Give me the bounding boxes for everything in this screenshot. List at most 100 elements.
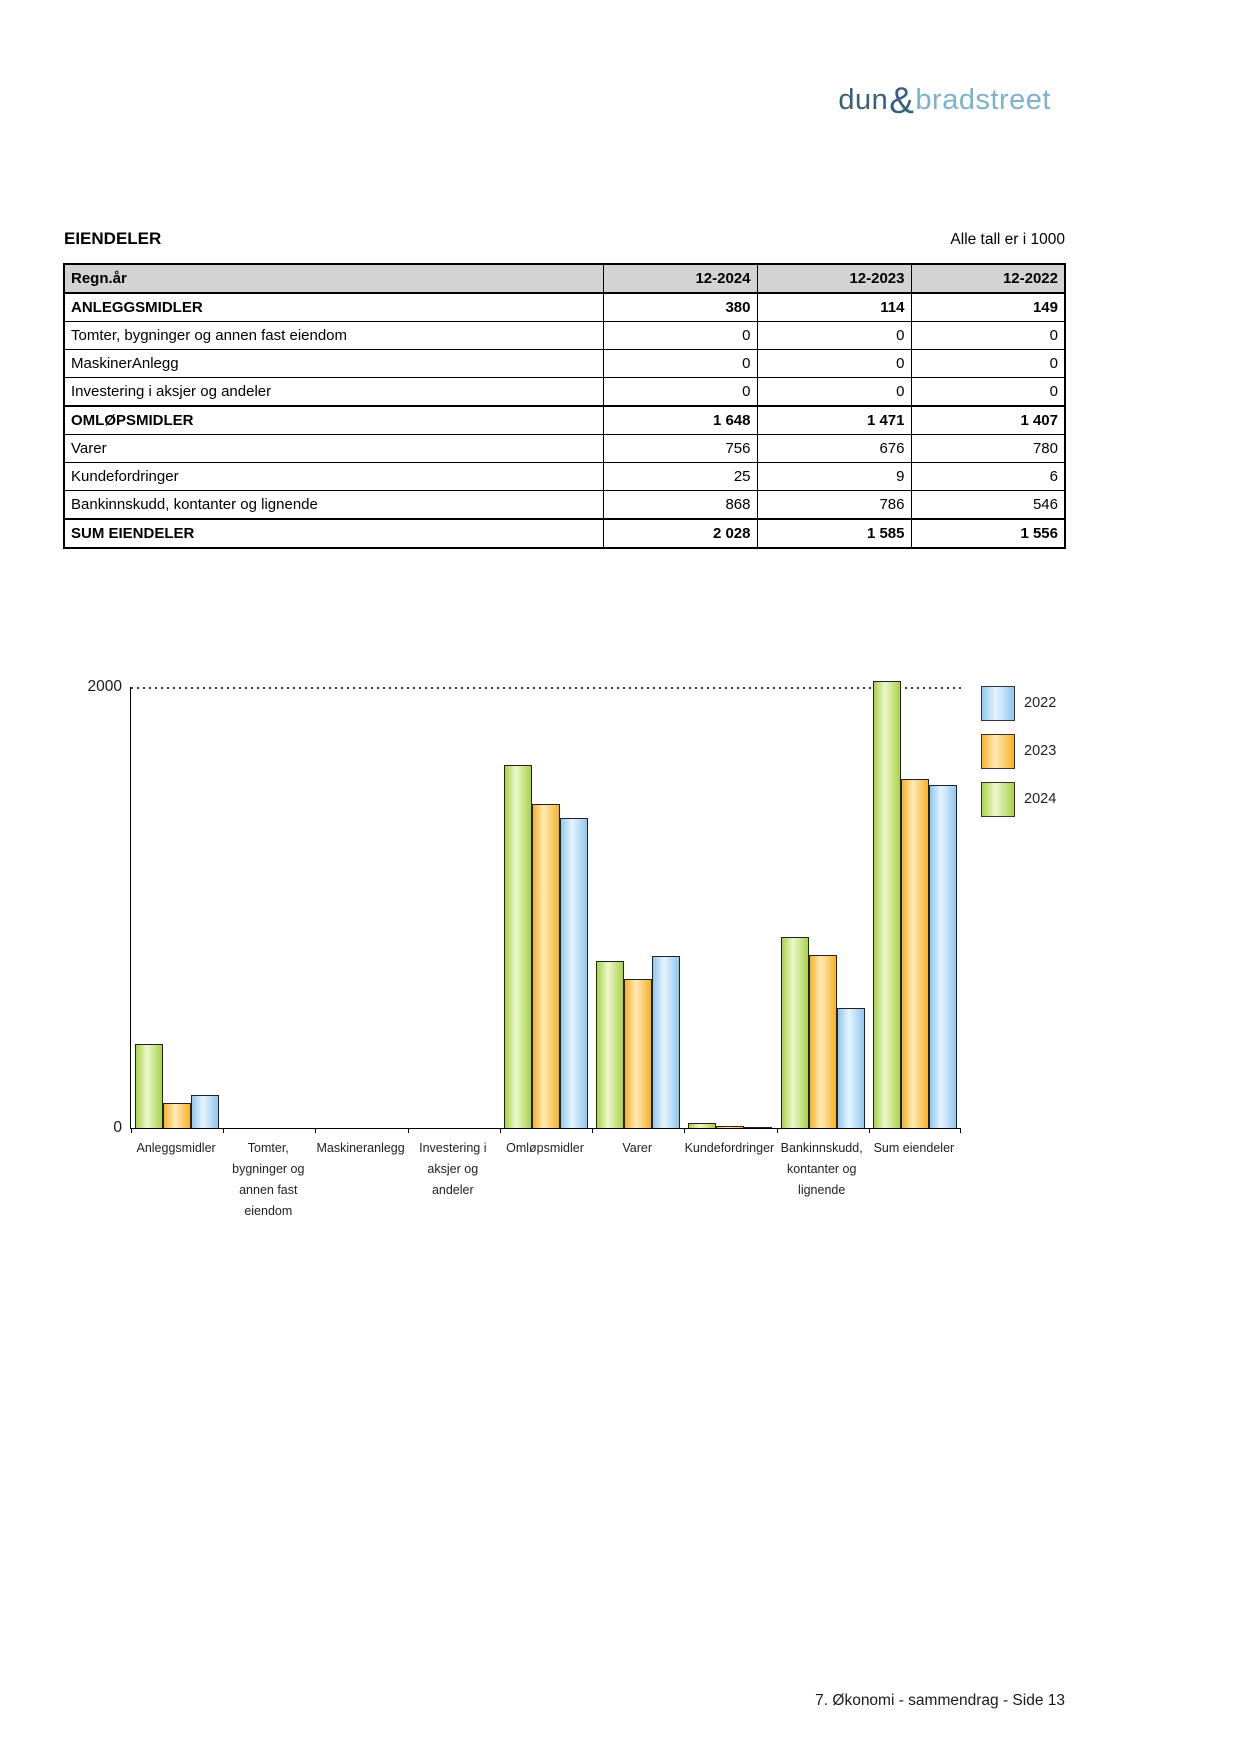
value-cell: 25 [602,462,758,491]
x-axis-label-line: Investering i [419,1141,487,1155]
x-axis-label: Investering i aksjer og andeler [383,1138,523,1201]
y-axis-label: 0 [113,1119,122,1136]
bar-2022-8 [928,784,957,1128]
bar-2023-6 [716,1126,745,1128]
value-cell: 6 [910,462,1066,491]
assets-bar-chart: 2000 0 Anleggsmidler Tomter, bygninger og ann… [0,600,1241,1260]
value-cell: 114 [756,292,912,322]
assets-table: Regn.år 12-2024 12-2023 12-2022 ANLEGGSMIDL… [63,263,1066,549]
units-note: Alle tall er i 1000 [950,231,1065,248]
x-axis-tick [223,1128,225,1133]
plot-area [130,680,961,1133]
bar-2024-6 [688,1122,717,1128]
x-axis-label-line: andeler [431,1183,474,1197]
table-header-row: Regn.år 12-2024 12-2023 12-2022 [63,263,1066,294]
gridline-2000 [131,687,961,689]
value-cell: 0 [602,349,758,378]
x-axis-label-line: Omløpsmidler [506,1141,584,1155]
legend-item-2024: 2024 [981,782,1056,817]
bar-2022-6 [744,1126,773,1128]
bar-2022-0 [191,1095,219,1128]
x-axis-tick [868,1128,870,1133]
bar-2022-4 [559,817,588,1128]
bar-2024-0 [135,1044,163,1128]
x-axis-label: Bankinnskudd, kontanter og lignende [752,1138,892,1201]
row-label-cell: Varer [63,434,604,463]
table-row: ANLEGGSMIDLER 380 114 149 [63,292,1066,322]
column-header: 12-2022 [910,263,1066,294]
bar-2023-7 [808,954,837,1128]
value-cell: 756 [602,434,758,463]
value-cell: 0 [756,321,912,350]
dun-bradstreet-logo: dun&bradstreet [838,82,1051,119]
legend-label: 2024 [1024,791,1057,807]
table-row: MaskinerAnlegg 0 0 0 [63,349,1066,378]
x-axis-label-line: annen fast [239,1183,298,1197]
value-cell: 1 585 [756,518,912,549]
x-axis-tick [776,1128,778,1133]
legend-label: 2022 [1024,695,1057,711]
column-header: 12-2024 [602,263,758,294]
value-cell: 0 [756,349,912,378]
page-footer: 7. Økonomi - sammendrag - Side 13 [815,1692,1065,1709]
row-label-cell: Kundefordringer [63,462,604,491]
legend-swatch-2022 [981,686,1015,721]
x-axis-label-line: Sum eiendeler [873,1141,955,1155]
value-cell: 149 [910,292,1066,322]
x-axis-label-line: Kundefordringer [684,1141,775,1155]
x-axis-label: Tomter, bygninger og annen fast eiendom [198,1138,338,1222]
x-axis-tick [315,1128,317,1133]
value-cell: 0 [910,377,1066,407]
x-axis-label-line: eiendom [244,1204,293,1218]
value-cell: 9 [756,462,912,491]
logo-ampersand-icon: & [889,80,915,121]
value-cell: 0 [602,377,758,407]
table-row: Bankinnskudd, kontanter og lignende 868 78… [63,490,1066,520]
value-cell: 1 556 [910,518,1066,549]
row-label-cell: SUM EIENDELER [63,518,604,549]
table-row: Kundefordringer 25 9 6 [63,462,1066,491]
value-cell: 1 407 [910,405,1066,435]
x-axis-tick [684,1128,686,1133]
x-axis-tick [592,1128,594,1133]
row-label-cell: OMLØPSMIDLER [63,405,604,435]
bar-2022-7 [836,1007,865,1128]
bar-2023-5 [624,978,653,1128]
x-axis-label-line: kontanter og [786,1162,857,1176]
x-axis-label-line: Varer [622,1141,652,1155]
legend-swatch-2023 [981,734,1015,769]
row-label-cell: Investering i aksjer og andeler [63,377,604,407]
y-axis-label: 2000 [87,678,122,695]
page-title: EIENDELER [64,229,162,248]
value-cell: 780 [910,434,1066,463]
x-axis-label-line: Bankinnskudd, [780,1141,863,1155]
x-axis-tick [960,1128,961,1133]
x-axis-label-line: bygninger og [232,1162,305,1176]
value-cell: 868 [602,490,758,520]
value-cell: 546 [910,490,1066,520]
x-axis-label: Maskineranlegg [291,1138,431,1159]
value-cell: 0 [602,321,758,350]
x-axis-label-line: Maskineranlegg [316,1141,405,1155]
value-cell: 380 [602,292,758,322]
row-label-cell: Tomter, bygninger og annen fast eiendom [63,321,604,350]
x-axis-label-line: Anleggsmidler [136,1141,216,1155]
column-header: Regn.år [63,263,604,294]
row-label-cell: MaskinerAnlegg [63,349,604,378]
bar-2024-7 [780,936,809,1128]
x-axis-label-line: Tomter, [247,1141,289,1155]
table-row: SUM EIENDELER 2 028 1 585 1 556 [63,518,1066,549]
row-label-cell: Bankinnskudd, kontanter og lignende [63,490,604,520]
x-axis-label-line: lignende [798,1183,846,1197]
value-cell: 1 648 [602,405,758,435]
bar-2022-5 [652,956,681,1128]
legend-swatch-2024 [981,782,1015,817]
x-axis-label: Sum eiendeler [844,1138,984,1159]
legend-item-2023: 2023 [981,734,1056,769]
bar-2023-4 [531,803,560,1128]
bar-2023-8 [900,778,929,1128]
table-row: Varer 756 676 780 [63,434,1066,463]
table-row: Tomter, bygninger og annen fast eiendom 0… [63,321,1066,350]
x-axis-label: Varer [567,1138,707,1159]
